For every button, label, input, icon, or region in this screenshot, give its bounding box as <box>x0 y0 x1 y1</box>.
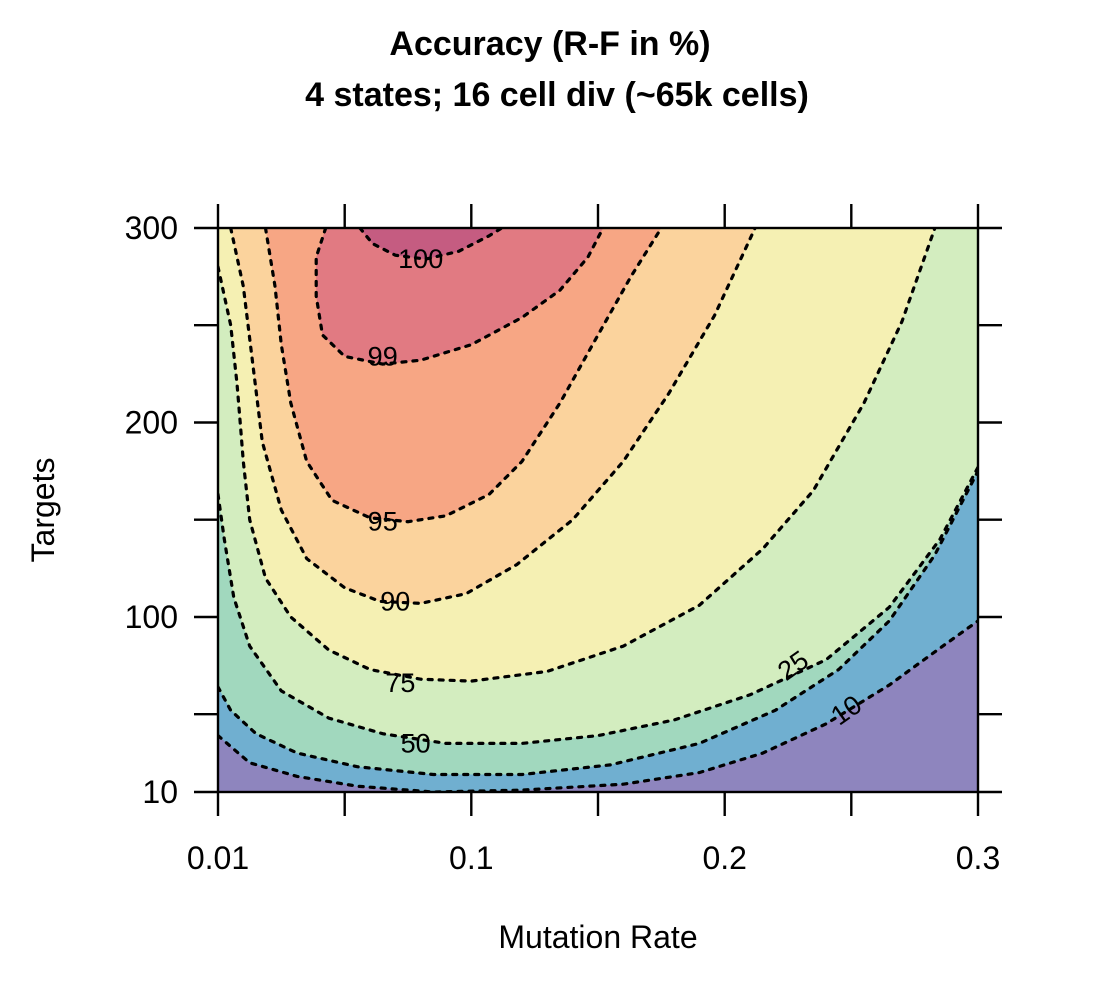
y-axis-label: Targets <box>25 458 61 563</box>
x-tick-label: 0.3 <box>956 840 1000 876</box>
contour-band-100 <box>359 228 502 260</box>
contour-line-75 <box>218 228 937 683</box>
contour-line-99 <box>314 228 605 366</box>
x-tick-label: 0.2 <box>702 840 746 876</box>
contour-label-99: 99 <box>368 341 398 371</box>
contour-line-95 <box>263 228 663 524</box>
contour-fills <box>218 228 978 792</box>
contour-line-25 <box>218 469 978 777</box>
y-tick-label: 10 <box>142 774 178 810</box>
axis-ticks: 0.01 0.1 0.2 0.3 10 100 200 300 <box>125 204 1002 876</box>
contour-label-100: 100 <box>398 244 443 274</box>
x-axis-label: Mutation Rate <box>498 919 697 955</box>
contour-line-100 <box>358 228 504 261</box>
contour-lines <box>218 228 978 792</box>
chart-title: Accuracy (R-F in %) <box>389 25 710 63</box>
contour-line-50 <box>218 465 978 745</box>
y-tick-label: 100 <box>125 599 178 635</box>
x-tick-label: 0.1 <box>449 840 493 876</box>
contour-label-95: 95 <box>368 507 398 537</box>
contour-line-90 <box>229 228 757 606</box>
contour-label-50: 50 <box>401 728 431 758</box>
chart-subtitle: 4 states; 16 cell div (~65k cells) <box>305 76 809 114</box>
y-tick-label: 200 <box>125 405 178 441</box>
y-tick-label: 300 <box>125 210 178 246</box>
contour-label-90: 90 <box>380 586 410 616</box>
contour-label-75: 75 <box>385 668 415 698</box>
contour-line-10 <box>218 619 978 792</box>
x-tick-label: 0.01 <box>187 840 249 876</box>
contour-band-99 <box>316 228 604 365</box>
